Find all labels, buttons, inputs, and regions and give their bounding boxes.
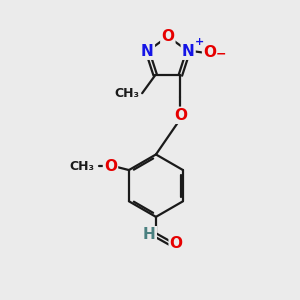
Text: −: − [216,47,226,60]
Text: O: O [170,236,183,251]
Text: N: N [141,44,154,59]
Text: H: H [143,227,156,242]
Text: O: O [161,29,174,44]
Text: O: O [203,45,216,60]
Text: +: + [195,37,204,47]
Text: O: O [174,108,187,123]
Text: CH₃: CH₃ [69,160,94,173]
Text: O: O [104,159,117,174]
Text: CH₃: CH₃ [115,87,140,100]
Text: N: N [182,44,195,59]
